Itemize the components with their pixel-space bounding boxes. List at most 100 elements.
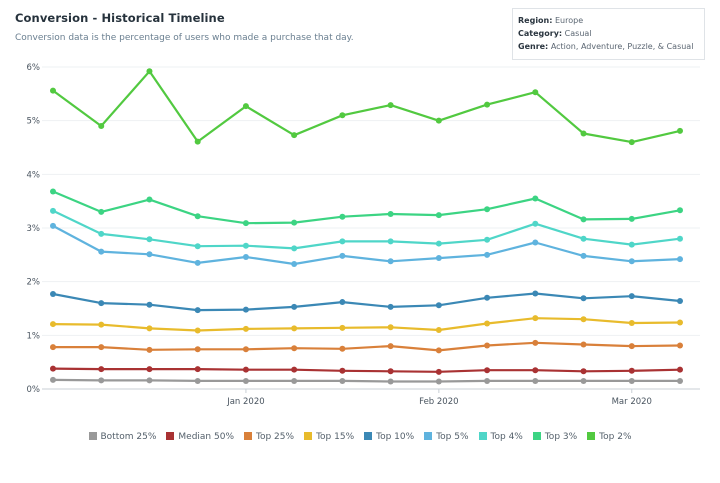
data-point-top-5 bbox=[339, 252, 346, 259]
legend-swatch bbox=[244, 432, 252, 440]
data-point-top-5 bbox=[435, 255, 442, 262]
data-point-top-3 bbox=[50, 188, 56, 195]
legend-item[interactable]: Bottom 25% bbox=[88, 432, 157, 442]
data-point-top-4 bbox=[50, 207, 56, 214]
y-tick-label: 4% bbox=[27, 170, 41, 180]
data-point-median-50 bbox=[339, 367, 346, 374]
data-point-top-25 bbox=[435, 347, 442, 354]
data-point-median-50 bbox=[580, 368, 587, 375]
data-point-bottom-25 bbox=[484, 377, 491, 384]
data-point-top-10 bbox=[677, 297, 683, 304]
filter-summary-box: Region: Europe Category: Casual Genre: A… bbox=[512, 8, 705, 60]
data-point-bottom-25 bbox=[146, 377, 153, 384]
data-point-top-3 bbox=[628, 215, 635, 222]
series-line-top-4 bbox=[52, 209, 681, 250]
data-point-top-25 bbox=[194, 346, 201, 353]
data-point-bottom-25 bbox=[291, 377, 298, 384]
data-point-top-15 bbox=[50, 321, 56, 328]
legend-item[interactable]: Top 10% bbox=[364, 432, 414, 442]
data-point-bottom-25 bbox=[98, 377, 105, 384]
data-point-top-2 bbox=[194, 138, 201, 145]
series-line-top-3 bbox=[52, 190, 681, 225]
legend-label: Top 15% bbox=[316, 432, 355, 442]
data-point-top-3 bbox=[242, 220, 249, 227]
data-point-top-25 bbox=[628, 343, 635, 350]
data-point-top-4 bbox=[628, 241, 635, 248]
legend-label: Top 2% bbox=[599, 432, 632, 442]
data-point-top-15 bbox=[146, 325, 153, 332]
data-point-top-25 bbox=[387, 343, 394, 350]
data-point-top-10 bbox=[339, 299, 346, 306]
legend-item[interactable]: Top 4% bbox=[478, 432, 523, 442]
data-point-top-15 bbox=[484, 320, 491, 327]
data-point-top-5 bbox=[98, 248, 105, 255]
data-point-top-5 bbox=[50, 222, 56, 229]
data-point-top-2 bbox=[50, 87, 56, 94]
data-point-median-50 bbox=[146, 366, 153, 373]
filter-genre-value: Action, Adventure, Puzzle, & Casual bbox=[550, 42, 694, 51]
legend-item[interactable]: Top 2% bbox=[587, 432, 632, 442]
data-point-top-4 bbox=[146, 236, 153, 243]
data-point-top-2 bbox=[580, 130, 587, 137]
legend-item[interactable]: Top 5% bbox=[424, 432, 469, 442]
y-tick-label: 6% bbox=[27, 63, 41, 73]
data-point-top-5 bbox=[484, 251, 491, 258]
data-point-top-10 bbox=[50, 291, 56, 298]
data-point-top-4 bbox=[339, 238, 346, 245]
legend-swatch bbox=[88, 432, 97, 440]
data-point-top-5 bbox=[580, 252, 587, 259]
data-point-top-4 bbox=[532, 220, 539, 227]
data-point-top-15 bbox=[580, 316, 587, 323]
data-point-median-50 bbox=[435, 368, 442, 375]
data-point-top-4 bbox=[387, 238, 394, 245]
data-point-top-5 bbox=[291, 260, 298, 267]
filter-genre-label: Genre: bbox=[518, 42, 549, 51]
legend-item[interactable]: Top 15% bbox=[304, 432, 354, 442]
data-point-top-10 bbox=[580, 295, 587, 302]
data-point-top-15 bbox=[677, 319, 683, 326]
data-point-top-3 bbox=[339, 213, 346, 220]
legend-swatch bbox=[166, 432, 175, 440]
legend-label: Top 3% bbox=[544, 432, 578, 442]
data-point-median-50 bbox=[291, 366, 298, 373]
legend-label: Top 4% bbox=[490, 432, 523, 442]
data-point-top-15 bbox=[339, 324, 346, 331]
data-point-top-3 bbox=[580, 216, 587, 223]
data-point-top-2 bbox=[484, 101, 491, 108]
series-line-median-50 bbox=[52, 367, 681, 373]
data-point-top-2 bbox=[339, 112, 346, 119]
legend-item[interactable]: Median 50% bbox=[166, 432, 234, 442]
legend-swatch bbox=[424, 432, 433, 440]
data-point-median-50 bbox=[387, 368, 394, 375]
data-point-top-2 bbox=[242, 103, 249, 110]
chart-legend[interactable]: Bottom 25% Median 50% Top 25% Top 15% Top 10… bbox=[0, 432, 720, 442]
data-point-top-15 bbox=[628, 319, 635, 326]
data-point-top-25 bbox=[98, 344, 105, 351]
legend-item[interactable]: Top 25% bbox=[244, 432, 294, 442]
data-point-top-2 bbox=[146, 68, 153, 75]
data-point-top-25 bbox=[291, 345, 298, 352]
data-point-top-15 bbox=[387, 324, 394, 331]
legend-swatch bbox=[532, 432, 541, 440]
y-tick-label: 2% bbox=[27, 278, 41, 288]
data-point-top-2 bbox=[291, 132, 298, 139]
legend-item[interactable]: Top 3% bbox=[532, 432, 578, 442]
data-point-bottom-25 bbox=[677, 377, 683, 384]
data-point-top-2 bbox=[98, 123, 105, 130]
data-point-median-50 bbox=[98, 366, 105, 373]
data-point-top-10 bbox=[98, 300, 105, 307]
data-point-top-25 bbox=[242, 346, 249, 353]
data-point-top-3 bbox=[194, 213, 201, 220]
data-point-top-3 bbox=[291, 219, 298, 226]
data-point-top-4 bbox=[242, 242, 249, 249]
data-point-top-10 bbox=[484, 294, 491, 301]
data-point-top-4 bbox=[291, 245, 298, 252]
data-point-median-50 bbox=[50, 365, 56, 372]
data-point-median-50 bbox=[628, 367, 635, 374]
series-line-top-25 bbox=[53, 341, 681, 352]
data-point-top-10 bbox=[532, 290, 539, 297]
legend-label: Bottom 25% bbox=[100, 432, 157, 442]
data-point-top-25 bbox=[50, 344, 56, 351]
data-point-top-2 bbox=[532, 89, 539, 96]
data-point-top-10 bbox=[628, 293, 635, 300]
